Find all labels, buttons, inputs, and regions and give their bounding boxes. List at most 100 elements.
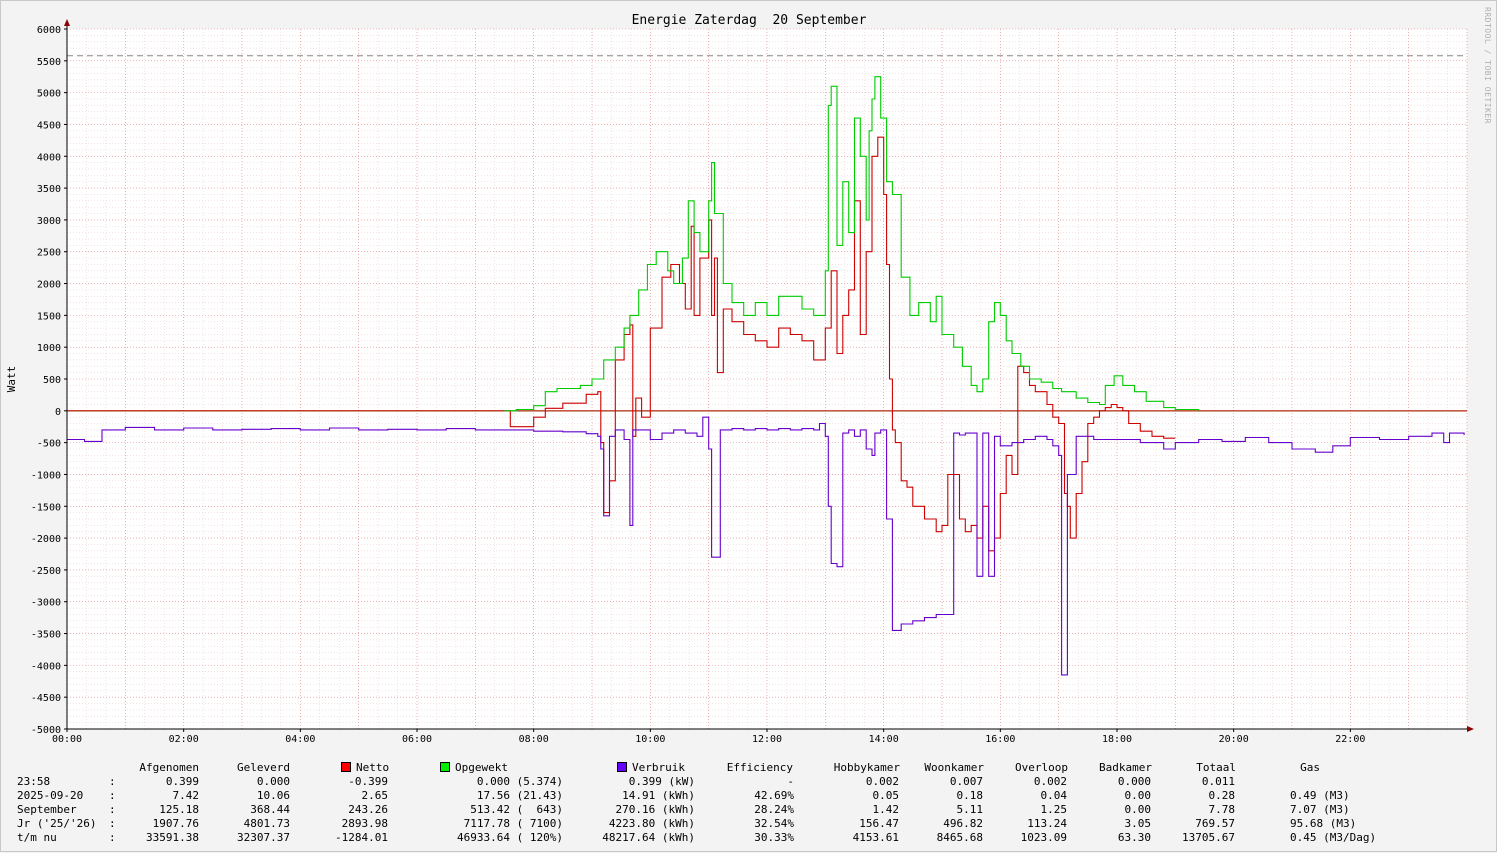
x-tick-label: 10:00 — [635, 734, 665, 745]
legend-cell-hobbykamer: 0.002 — [865, 775, 899, 788]
legend-cell-totaal: 0.28 — [1208, 789, 1236, 802]
y-tick-label: -2000 — [31, 534, 61, 545]
legend-cell-woonkamer: 5.11 — [956, 803, 984, 816]
legend-cell-efficiency: 28.24% — [754, 803, 794, 816]
legend-cell-verbruik: 4223.80 (kWh) — [608, 817, 695, 830]
y-tick-label: 0 — [55, 407, 61, 418]
legend-cell-badkamer: 0.00 — [1124, 789, 1152, 802]
legend-cell-efficiency: 42.69% — [754, 789, 794, 802]
header-badkamer: Badkamer — [1099, 761, 1152, 774]
header-hobbykamer: Hobbykamer — [833, 761, 900, 774]
series-line-opgewekt — [504, 76, 1200, 412]
legend-cell-verbruik: 270.16 (kWh) — [615, 803, 695, 816]
legend-cell-gas: 0.45 (M3/Dag) — [1290, 831, 1377, 844]
legend-cell-totaal: 13705.67 — [1182, 831, 1235, 844]
y-tick-label: 500 — [43, 375, 61, 386]
y-tick-label: -3500 — [31, 630, 61, 641]
legend-cell-verbruik: 48217.64 (kWh) — [602, 831, 695, 844]
y-tick-label: -3000 — [31, 598, 61, 609]
y-tick-label: -4000 — [31, 661, 61, 672]
legend-cell-verbruik: 0.399 (kW) — [628, 775, 695, 788]
verbruik-swatch — [617, 762, 627, 772]
legend-cell-totaal: 769.57 — [1195, 817, 1235, 830]
legend-cell-sep: : — [109, 803, 116, 816]
legend-cell-totaal: 0.011 — [1201, 775, 1235, 788]
legend-cell-woonkamer: 0.18 — [956, 789, 984, 802]
legend-cell-totaal: 7.78 — [1208, 803, 1236, 816]
y-tick-label: 4000 — [37, 152, 61, 163]
legend-cell-efficiency: 32.54% — [754, 817, 794, 830]
legend-cell-overloop: 1.25 — [1040, 803, 1068, 816]
legend-cell-afgenomen: 0.399 — [165, 775, 199, 788]
x-tick-label: 18:00 — [1102, 734, 1132, 745]
x-axis-arrow — [1467, 726, 1474, 732]
header-netto: Netto — [341, 761, 389, 775]
chart-title: Energie Zaterdag 20 September — [632, 13, 867, 28]
legend-cell-badkamer: 0.00 — [1124, 803, 1152, 816]
legend-cell-overloop: 113.24 — [1027, 817, 1067, 830]
y-tick-label: -500 — [37, 439, 61, 450]
y-tick-label: 2500 — [37, 248, 61, 259]
x-tick-label: 22:00 — [1335, 734, 1365, 745]
legend-cell-netto: -0.399 — [348, 775, 388, 788]
y-tick-label: 6000 — [37, 25, 61, 36]
series-line-netto — [67, 136, 1176, 552]
legend-cell-hobbykamer: 156.47 — [859, 817, 899, 830]
legend-cell-efficiency: - — [787, 775, 794, 788]
header-afgenomen: Afgenomen — [139, 761, 199, 774]
legend-cell-label: September — [17, 803, 77, 816]
y-axis-label: Watt — [5, 366, 18, 393]
y-tick-label: -2500 — [31, 566, 61, 577]
x-tick-label: 20:00 — [1219, 734, 1249, 745]
legend-cell-woonkamer: 8465.68 — [936, 831, 983, 844]
legend-cell-badkamer: 63.30 — [1117, 831, 1151, 844]
legend-cell-opgewekt: 513.42 ( 643) — [470, 803, 563, 816]
legend-cell-overloop: 1023.09 — [1020, 831, 1067, 844]
legend-cell-netto: 2.65 — [361, 789, 389, 802]
legend-cell-geleverd: 368.44 — [250, 803, 290, 816]
header-opgewekt: Opgewekt — [440, 761, 508, 775]
legend-cell-verbruik: 14.91 (kWh) — [622, 789, 695, 802]
legend-cell-hobbykamer: 1.42 — [872, 803, 900, 816]
legend-cell-label: 23:58 — [17, 775, 51, 788]
legend-cell-netto: 2893.98 — [341, 817, 388, 830]
header-totaal: Totaal — [1196, 761, 1236, 774]
legend-cell-geleverd: 4801.73 — [243, 817, 290, 830]
y-tick-label: 2000 — [37, 280, 61, 291]
legend-cell-overloop: 0.04 — [1040, 789, 1068, 802]
legend-cell-overloop: 0.002 — [1033, 775, 1067, 788]
y-axis-arrow — [64, 19, 70, 26]
legend-cell-hobbykamer: 4153.61 — [852, 831, 899, 844]
legend-cell-woonkamer: 0.007 — [949, 775, 983, 788]
legend-cell-gas: 0.49 (M3) — [1290, 789, 1350, 802]
legend-cell-opgewekt: 7117.78 ( 7100) — [463, 817, 563, 830]
legend-cell-opgewekt: 17.56 (21.43) — [476, 789, 563, 802]
x-tick-label: 12:00 — [752, 734, 782, 745]
legend-cell-label: t/m nu — [17, 831, 57, 844]
legend-cell-netto: 243.26 — [348, 803, 388, 816]
opgewekt-swatch — [440, 762, 450, 772]
legend-cell-afgenomen: 1907.76 — [152, 817, 199, 830]
x-tick-label: 16:00 — [985, 734, 1015, 745]
rrdtool-watermark: RRDTOOL / TOBI OETIKER — [1483, 7, 1492, 124]
legend-cell-label: 2025-09-20 — [17, 789, 84, 802]
x-tick-label: 04:00 — [285, 734, 315, 745]
y-tick-label: 3500 — [37, 184, 61, 195]
header-netto-label: Netto — [356, 761, 390, 774]
x-tick-label: 02:00 — [169, 734, 199, 745]
legend-cell-badkamer: 0.000 — [1117, 775, 1151, 788]
legend-cell-gas: 95.68 (M3) — [1290, 817, 1357, 830]
legend-cell-hobbykamer: 0.05 — [872, 789, 900, 802]
legend-cell-label: Jr ('25/'26) — [17, 817, 97, 830]
y-tick-label: 1000 — [37, 343, 61, 354]
x-tick-label: 00:00 — [52, 734, 82, 745]
legend-cell-efficiency: 30.33% — [754, 831, 794, 844]
header-geleverd: Geleverd — [237, 761, 290, 774]
legend-cell-gas: 7.07 (M3) — [1290, 803, 1350, 816]
x-tick-label: 14:00 — [869, 734, 899, 745]
y-tick-label: -1500 — [31, 502, 61, 513]
netto-swatch — [341, 762, 351, 772]
legend-cell-sep: : — [109, 831, 116, 844]
y-tick-label: 5500 — [37, 57, 61, 68]
